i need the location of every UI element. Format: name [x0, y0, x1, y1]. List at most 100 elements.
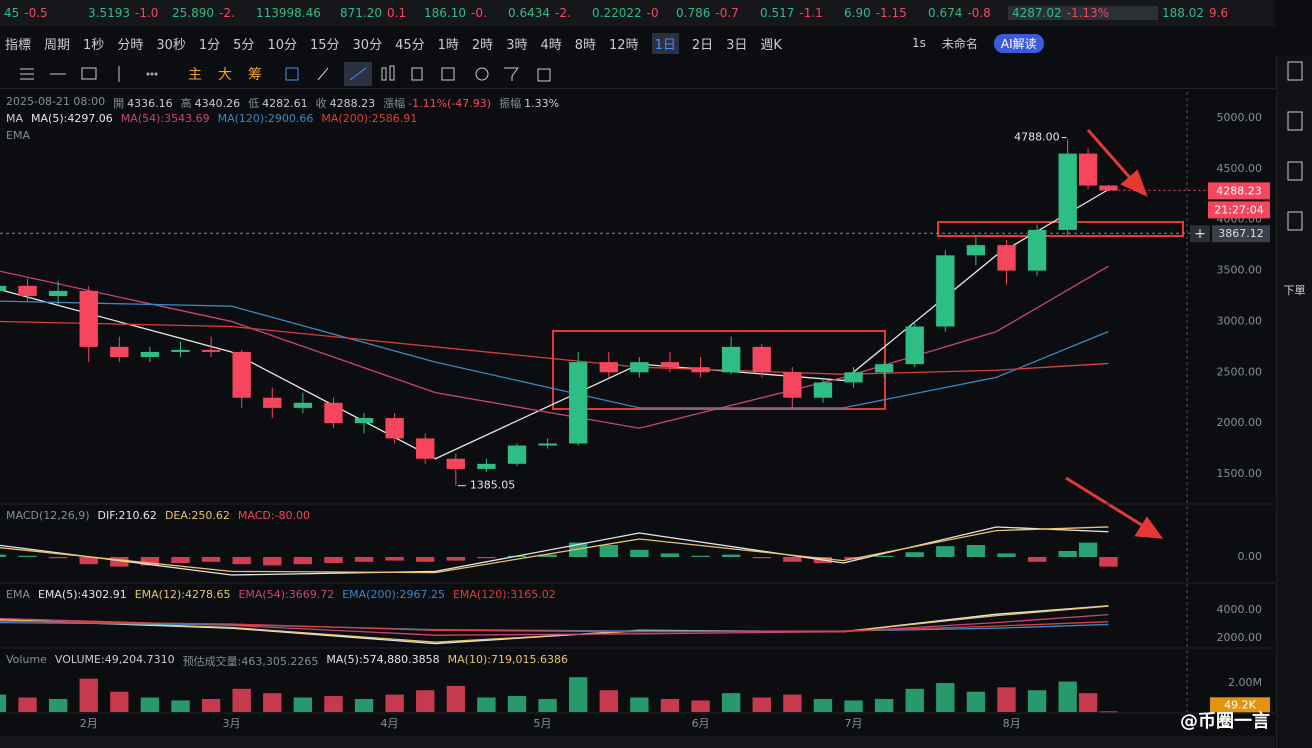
legend-entry: EMA(120):3165.02 [452, 588, 556, 601]
legend-entry: EMA(5):4302.91 [37, 588, 127, 601]
y-tick-label: 3500.00 [1217, 264, 1263, 277]
macd-bar [599, 545, 618, 557]
ema-title: EMA [6, 588, 30, 601]
period-button[interactable]: 2時 [471, 37, 494, 53]
last-price-tag [1208, 182, 1270, 200]
tool-button[interactable]: 大 [218, 67, 232, 83]
y-tick-label: 0.00 [1238, 550, 1263, 563]
volume-bar [599, 690, 618, 712]
ticker-item[interactable]: 0.674 -0.8 [924, 6, 1008, 20]
volume-bar [905, 688, 924, 712]
sidebar: 下單 [1276, 56, 1312, 748]
period-button[interactable]: 30分 [352, 37, 383, 53]
ticker-item[interactable]: 25.890 -2. [168, 6, 252, 20]
info-field: 漲幅 -1.11%(-47.93) [383, 95, 491, 111]
x-tick-label: 8月 [1003, 717, 1021, 730]
macd-title: MACD(12,26,9) [6, 509, 90, 522]
ticker-price: 45 [4, 6, 20, 20]
macd-bar [1058, 551, 1077, 557]
macd-bar [630, 549, 649, 557]
info-label: 高 [180, 97, 192, 110]
period-button[interactable]: 10分 [267, 37, 297, 53]
macd-bar [783, 557, 802, 562]
period-button[interactable]: 30秒 [156, 37, 186, 53]
candle-body [110, 346, 129, 358]
macd-bar [171, 557, 190, 563]
period-button[interactable]: 45分 [395, 37, 425, 53]
ticker-change: 0.1 [387, 6, 407, 20]
period-button[interactable]: 15分 [309, 37, 340, 53]
ticker-item[interactable]: 0.786 -0.7 [672, 6, 756, 20]
candle-body [599, 362, 618, 373]
period-button[interactable]: 指標 [5, 37, 32, 53]
crosshair-text: 3867.12 [1218, 227, 1264, 240]
ticker-item[interactable]: 3.5193 -1.0 [84, 6, 168, 20]
period-button[interactable]: 12時 [609, 37, 639, 53]
period-button[interactable]: 1秒 [83, 37, 105, 53]
period-button[interactable]: 2日 [691, 37, 714, 53]
ticker-price: 3.5193 [88, 6, 130, 20]
toolbar-button[interactable]: 未命名 [941, 36, 978, 51]
volume-bar [966, 691, 986, 712]
period-button[interactable]: 周期 [44, 37, 71, 53]
indicator-line [0, 300, 1109, 409]
volume-bar [385, 694, 404, 712]
ticker-item[interactable]: 871.20 0.1 [336, 6, 420, 20]
legend-entry: MACD:-80.00 [237, 509, 311, 522]
indicator-line [0, 526, 1109, 574]
tool-button[interactable]: 筹 [248, 67, 262, 83]
macd-bar [691, 555, 710, 557]
period-button[interactable]: 分時 [117, 37, 144, 53]
ticker-price: 0.22022 [592, 6, 642, 20]
y-tick-label: 1500.00 [1217, 467, 1263, 480]
legend-entry: MA(54):3543.69 [120, 112, 210, 125]
period-button[interactable]: 1日 [651, 32, 679, 54]
ticker-change: -0.8 [967, 6, 991, 20]
ticker-item[interactable]: 0.6434 -2. [504, 6, 588, 20]
low-label: 1385.05 [470, 479, 516, 492]
period-button[interactable]: 5分 [233, 37, 255, 53]
ma-legend: MA MA(5):4297.06 MA(54):3543.69 MA(120):290… [6, 112, 417, 125]
ticker-item[interactable]: 0.22022 -0 [588, 6, 672, 20]
candle-body [232, 351, 251, 398]
period-button[interactable]: 1時 [437, 37, 459, 53]
ticker-item[interactable]: 45 -0.5 [0, 6, 84, 20]
volume-bar [630, 697, 649, 712]
ticker-item[interactable]: 188.02 9.6 [1158, 6, 1242, 20]
ticker-item[interactable]: 0.517 -1.1 [756, 6, 840, 20]
info-value: 4340.26 [194, 97, 241, 110]
ticker-item[interactable]: 113998.46 [252, 6, 336, 20]
period-button[interactable]: 8時 [574, 37, 597, 53]
info-label: 低 [248, 97, 260, 110]
volume-bar [324, 696, 343, 712]
tool-button[interactable]: 主 [188, 67, 202, 83]
ticker-item[interactable]: 4287.02 -1.13% [1008, 6, 1158, 20]
info-value: 4288.23 [329, 97, 376, 110]
macd-bar [293, 557, 313, 565]
period-button[interactable]: 3時 [506, 37, 528, 53]
candle-body [0, 285, 7, 291]
period-button[interactable]: 1分 [198, 37, 221, 53]
y-tick-label: 2000.00 [1217, 631, 1263, 644]
volume-tag [1210, 697, 1270, 713]
macd-bar [569, 542, 588, 557]
volume-bar [446, 685, 466, 712]
order-button[interactable]: 下單 [1283, 284, 1306, 297]
candle-body [507, 445, 527, 464]
macd-bar [79, 557, 98, 565]
info-field: 高 4340.26 [181, 95, 241, 111]
toolbar-button[interactable]: AI解读 [993, 33, 1044, 53]
period-button[interactable]: 3日 [726, 37, 748, 53]
period-button[interactable]: 4時 [540, 37, 562, 53]
ticker-item[interactable]: 186.10 -0. [420, 6, 504, 20]
candle-body [721, 346, 741, 373]
candle-body [293, 402, 313, 408]
ticker-price: 6.90 [844, 6, 871, 20]
toolbar-button[interactable]: 1s [912, 36, 926, 50]
period-button[interactable]: 週K [760, 37, 782, 53]
ticker-price: 871.20 [340, 6, 382, 20]
ticker-item[interactable]: 6.90 -1.15 [840, 6, 924, 20]
x-tick-label: 3月 [222, 717, 240, 730]
candle-body [1099, 185, 1118, 191]
